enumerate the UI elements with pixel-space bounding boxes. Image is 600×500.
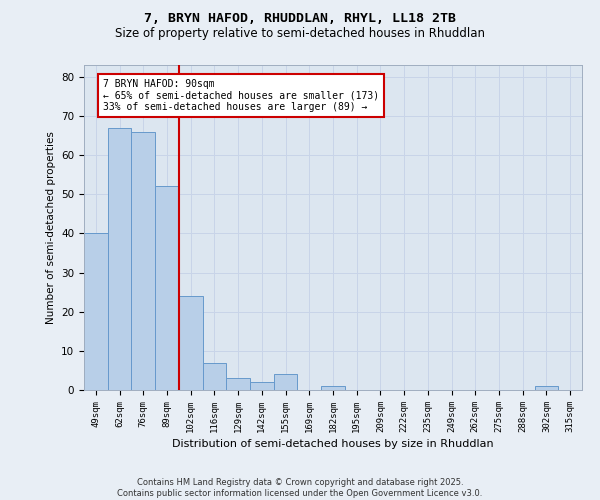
Text: 7 BRYN HAFOD: 90sqm
← 65% of semi-detached houses are smaller (173)
33% of semi-: 7 BRYN HAFOD: 90sqm ← 65% of semi-detach…: [103, 78, 379, 112]
X-axis label: Distribution of semi-detached houses by size in Rhuddlan: Distribution of semi-detached houses by …: [172, 439, 494, 449]
Bar: [274, 374, 298, 390]
Text: Size of property relative to semi-detached houses in Rhuddlan: Size of property relative to semi-detach…: [115, 28, 485, 40]
Bar: [131, 132, 155, 390]
Bar: [179, 296, 203, 390]
Bar: [321, 386, 345, 390]
Bar: [155, 186, 179, 390]
Bar: [203, 362, 226, 390]
Bar: [108, 128, 131, 390]
Bar: [535, 386, 558, 390]
Y-axis label: Number of semi-detached properties: Number of semi-detached properties: [46, 131, 56, 324]
Bar: [84, 234, 108, 390]
Text: Contains HM Land Registry data © Crown copyright and database right 2025.
Contai: Contains HM Land Registry data © Crown c…: [118, 478, 482, 498]
Text: 7, BRYN HAFOD, RHUDDLAN, RHYL, LL18 2TB: 7, BRYN HAFOD, RHUDDLAN, RHYL, LL18 2TB: [144, 12, 456, 26]
Bar: [226, 378, 250, 390]
Bar: [250, 382, 274, 390]
